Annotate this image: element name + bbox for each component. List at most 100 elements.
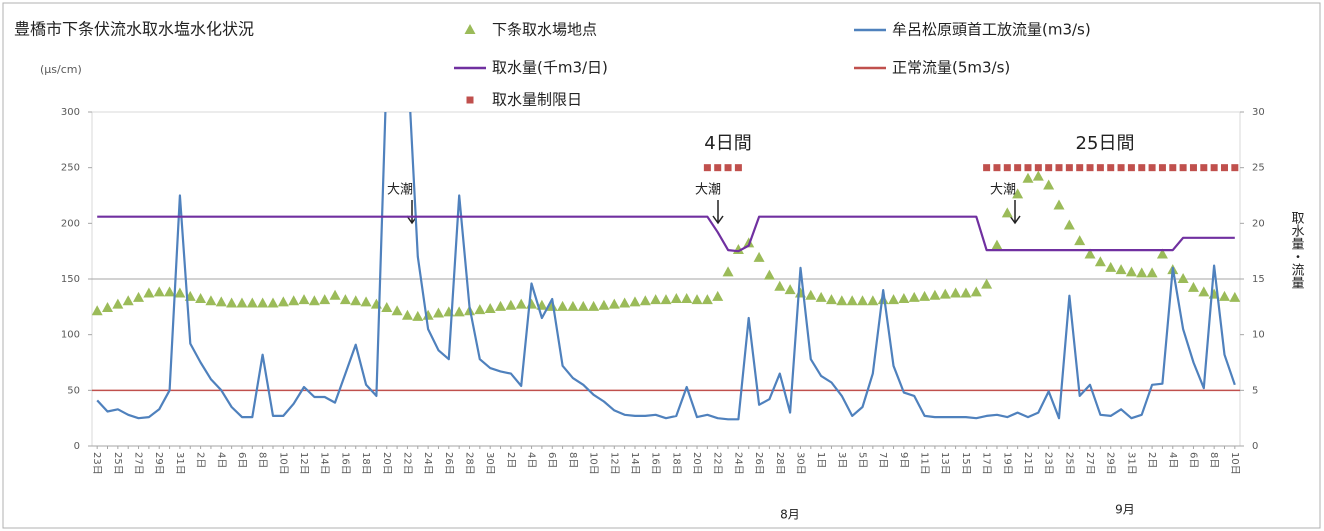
square-marker: [1034, 164, 1042, 172]
square-marker: [983, 164, 991, 172]
x-tick-label: 14日: [629, 452, 640, 475]
x-tick-label: 28日: [774, 452, 785, 475]
triangle-marker: [381, 301, 393, 312]
y-tick-label: 150: [61, 274, 80, 285]
triangle-marker: [650, 294, 662, 305]
triangle-marker: [412, 310, 424, 321]
x-tick-label: 30日: [484, 452, 495, 475]
square-marker: [1117, 164, 1125, 172]
triangle-marker: [1001, 207, 1013, 218]
square-marker: [1024, 164, 1032, 172]
square-marker: [1189, 164, 1197, 172]
triangle-marker: [319, 294, 331, 305]
square-marker: [1138, 164, 1146, 172]
square-marker: [1096, 164, 1104, 172]
x-tick-label: 1日: [815, 452, 826, 468]
triangle-marker: [1032, 170, 1044, 181]
legend-symbol: [466, 96, 474, 104]
x-tick-label: 6日: [1187, 452, 1198, 468]
x-tick-label: 30日: [794, 452, 805, 475]
triangle-marker: [1084, 248, 1096, 259]
square-marker: [724, 164, 732, 172]
triangle-marker: [288, 295, 300, 306]
x-tick-label: 10日: [588, 452, 599, 475]
triangle-marker: [195, 293, 207, 304]
triangle-marker: [505, 299, 517, 310]
y-tick-label: 300: [61, 107, 80, 118]
triangle-marker: [1198, 286, 1210, 297]
triangle-marker: [929, 289, 941, 300]
square-marker: [1107, 164, 1115, 172]
x-tick-label: 12日: [608, 452, 619, 475]
y2-tick-label: 20: [1252, 218, 1265, 229]
triangle-marker: [1063, 219, 1075, 230]
square-marker: [1055, 164, 1063, 172]
triangle-marker: [919, 290, 931, 301]
triangle-marker: [153, 286, 165, 297]
triangle-marker: [102, 301, 114, 312]
triangle-marker: [133, 291, 145, 302]
y2-tick-label: 30: [1252, 107, 1265, 118]
triangle-marker: [391, 305, 403, 316]
triangle-marker: [174, 287, 186, 298]
series-line: [96, 112, 1236, 421]
plot-marks: [92, 112, 1240, 421]
y2-tick-label: 15: [1252, 274, 1265, 285]
square-marker: [703, 164, 711, 172]
triangle-marker: [588, 300, 600, 311]
annotation: 大潮: [387, 183, 413, 198]
square-marker: [1210, 164, 1218, 172]
triangle-marker: [950, 287, 962, 298]
triangle-marker: [960, 287, 972, 298]
triangle-marker: [1074, 235, 1086, 246]
x-tick-label: 23日: [91, 452, 102, 475]
x-tick-label: 27日: [133, 452, 144, 475]
triangle-marker: [1187, 281, 1199, 292]
triangle-marker: [401, 309, 413, 320]
x-tick-label: 19日: [1001, 452, 1012, 475]
x-tick-label: 26日: [443, 452, 454, 475]
x-tick-label: 4日: [1167, 452, 1178, 468]
x-tick-label: 10日: [277, 452, 288, 475]
triangle-marker: [567, 300, 579, 311]
x-tick-label: 27日: [1084, 452, 1095, 475]
square-marker: [1200, 164, 1208, 172]
triangle-marker: [1177, 273, 1189, 283]
arrow: [712, 200, 724, 225]
triangle-marker: [1094, 256, 1106, 267]
legend-label: 正常流量(5m3/s): [892, 59, 1010, 77]
triangle-marker: [1022, 172, 1034, 183]
square-marker: [1065, 164, 1073, 172]
x-tick-label: 20日: [381, 452, 392, 475]
triangle-marker: [1229, 291, 1240, 302]
triangle-marker: [908, 291, 920, 302]
triangle-marker: [267, 297, 279, 308]
triangle-marker: [898, 293, 910, 304]
triangle-marker: [515, 298, 527, 309]
triangle-marker: [660, 294, 672, 305]
triangle-marker: [670, 293, 682, 304]
x-tick-label: 16日: [650, 452, 661, 475]
square-marker: [1220, 164, 1228, 172]
triangle-marker: [701, 294, 713, 305]
triangle-marker: [836, 295, 848, 306]
triangle-marker: [846, 295, 858, 306]
triangle-marker: [619, 297, 631, 308]
y-tick-label: 0: [74, 441, 80, 452]
triangle-marker: [1105, 261, 1117, 272]
x-tick-label: 22日: [712, 452, 723, 475]
y-tick-label: 250: [61, 163, 80, 174]
triangle-marker: [763, 269, 775, 280]
triangle-marker: [608, 298, 620, 309]
triangle-marker: [970, 286, 982, 297]
y-axis-label: (μs/cm): [40, 63, 82, 76]
triangle-marker: [164, 286, 176, 297]
x-tick-label: 8日: [1208, 452, 1219, 468]
x-tick-label: 17日: [981, 452, 992, 475]
triangle-marker: [122, 295, 134, 306]
x-tick-label: 4日: [526, 452, 537, 468]
triangle-marker: [143, 287, 155, 298]
square-marker: [1179, 164, 1187, 172]
series-line: [97, 215, 1235, 253]
